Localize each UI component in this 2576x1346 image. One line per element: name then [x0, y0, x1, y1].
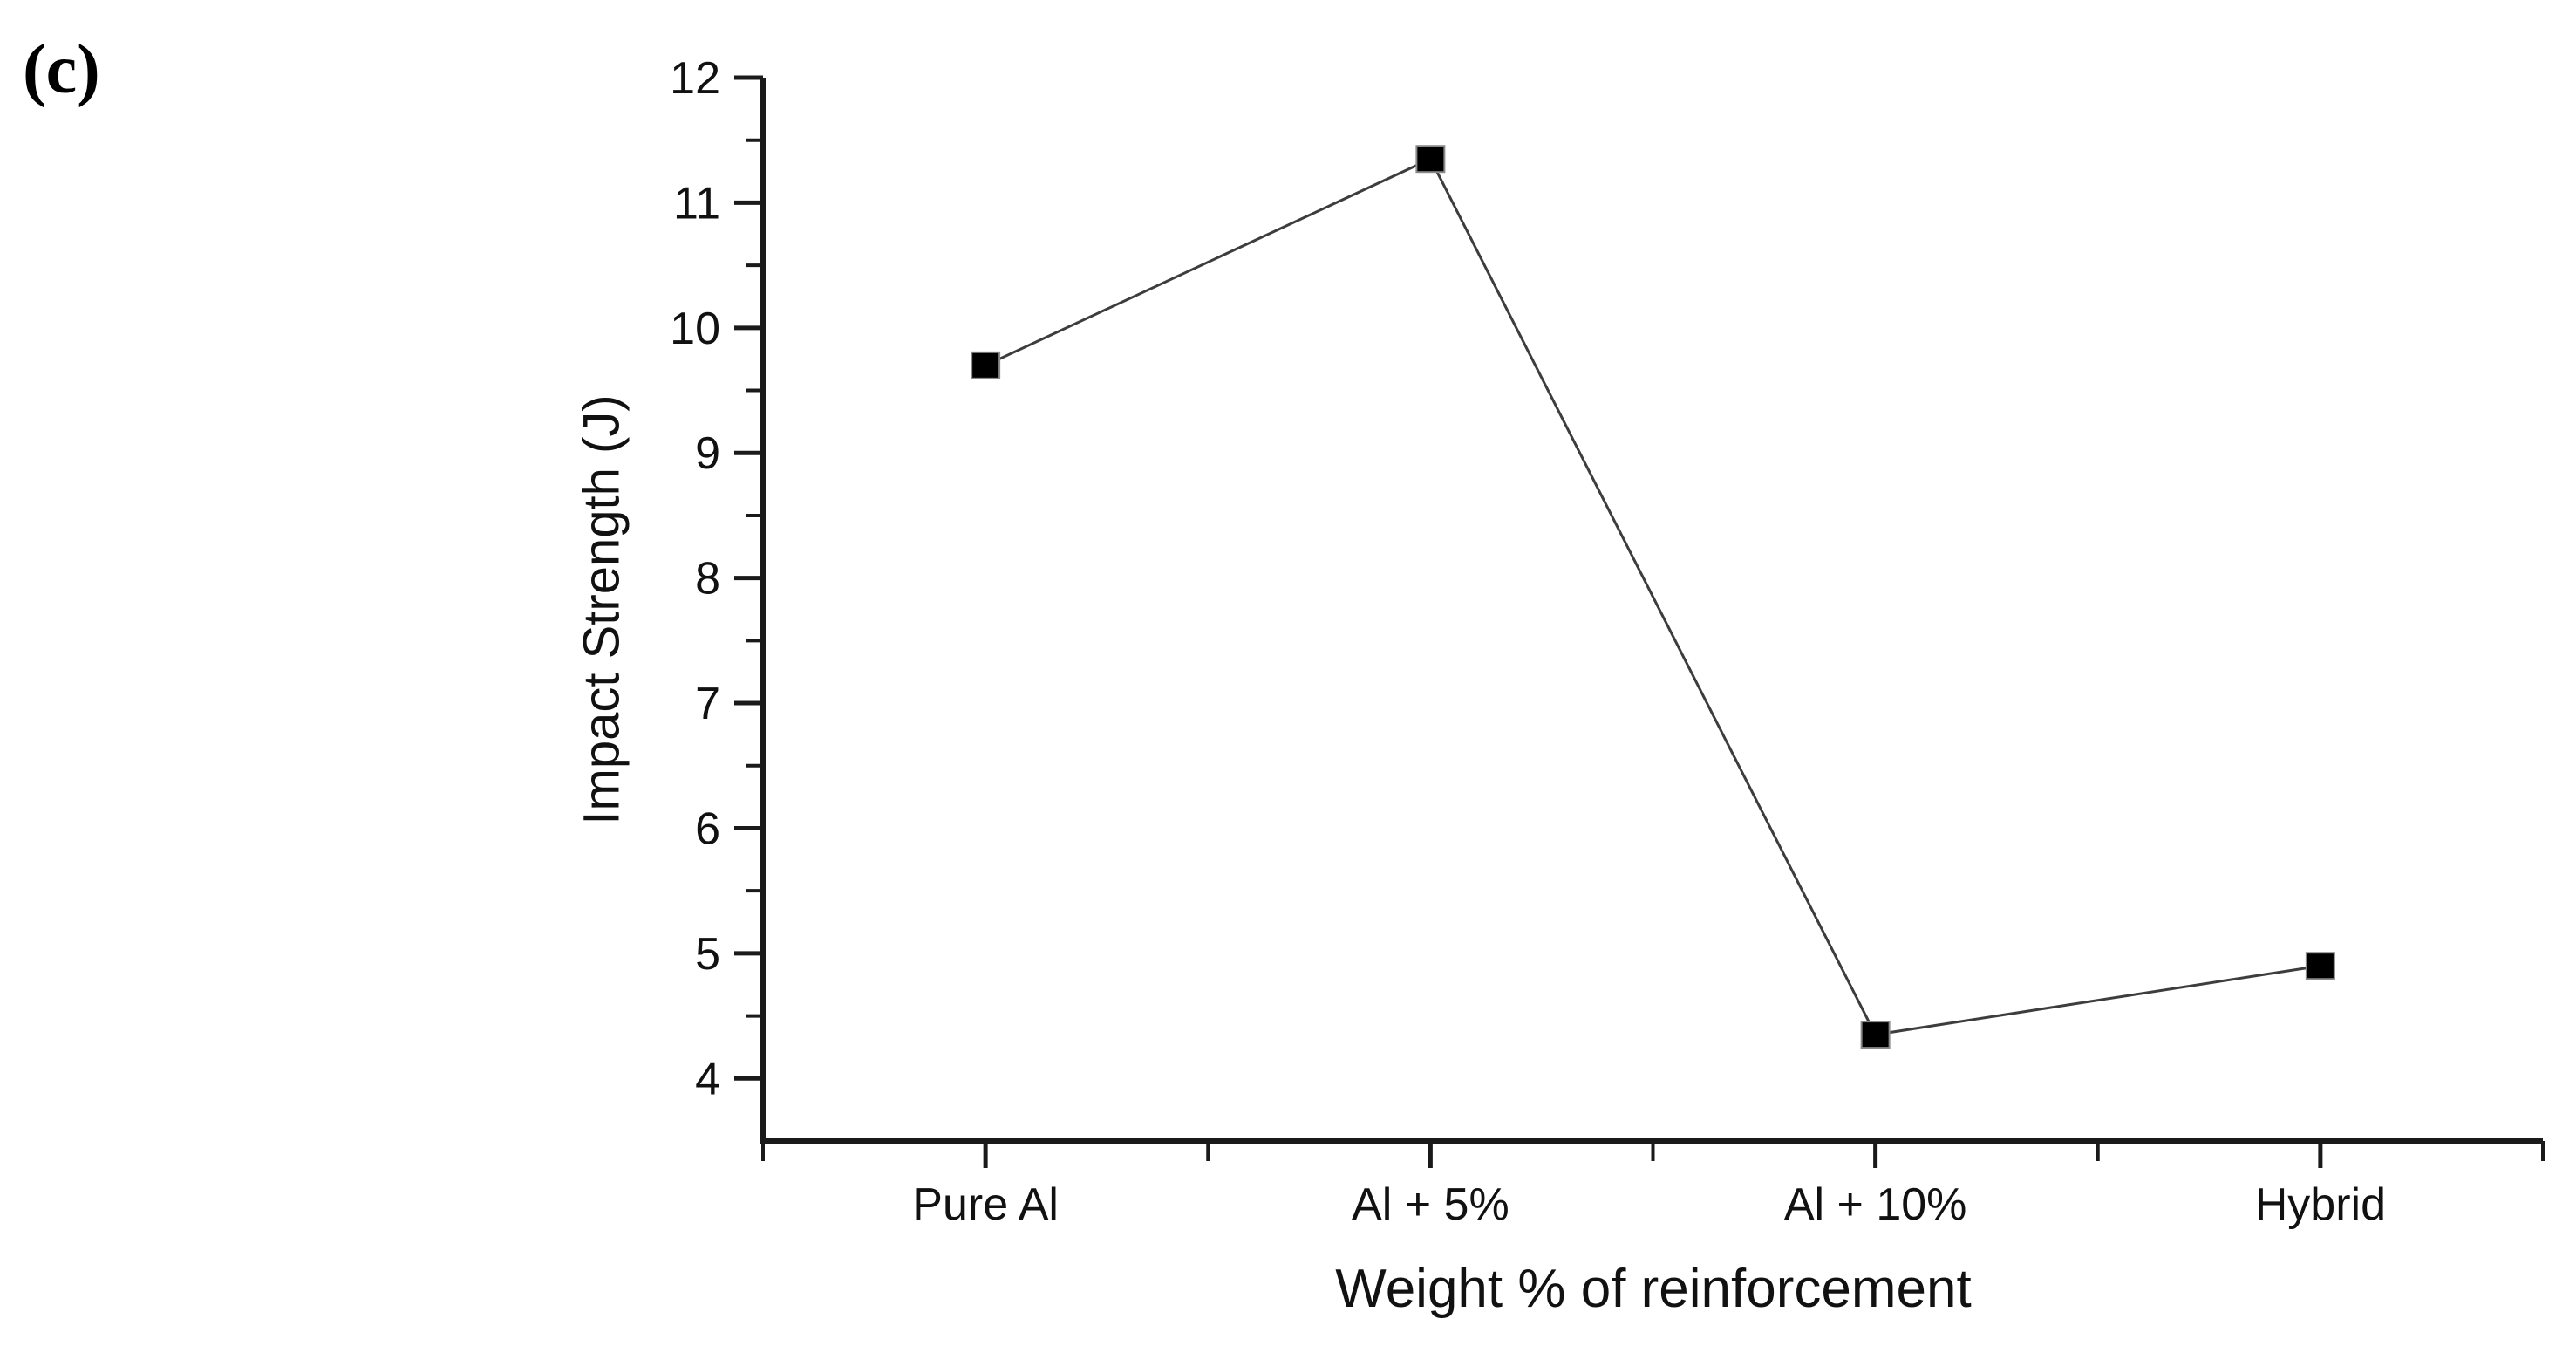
x-tick-label: Al + 5%	[1352, 1179, 1509, 1230]
data-point-marker	[971, 351, 1001, 379]
panel-label: (c)	[23, 31, 100, 108]
x-tick-label: Pure Al	[912, 1179, 1059, 1230]
y-tick-label: 9	[695, 428, 720, 479]
x-tick-label: Al + 10%	[1784, 1179, 1967, 1230]
y-tick-label: 6	[695, 803, 720, 854]
y-tick-label: 4	[695, 1054, 720, 1104]
y-tick-label: 12	[670, 53, 720, 104]
data-point-marker	[2305, 952, 2335, 980]
data-point-marker	[1415, 145, 1446, 174]
y-tick-label: 5	[695, 929, 720, 980]
y-tick-label: 7	[695, 679, 720, 729]
x-tick-label: Hybrid	[2255, 1179, 2386, 1230]
data-point-marker	[1860, 1021, 1891, 1049]
series-line	[985, 157, 2321, 1036]
y-axis-title: Impact Strength (J)	[573, 394, 630, 825]
y-tick-label: 8	[695, 554, 720, 605]
x-axis-title: Weight % of reinforcement	[1335, 1259, 1972, 1319]
y-tick-label: 11	[673, 178, 720, 229]
y-tick-label: 10	[670, 304, 720, 354]
